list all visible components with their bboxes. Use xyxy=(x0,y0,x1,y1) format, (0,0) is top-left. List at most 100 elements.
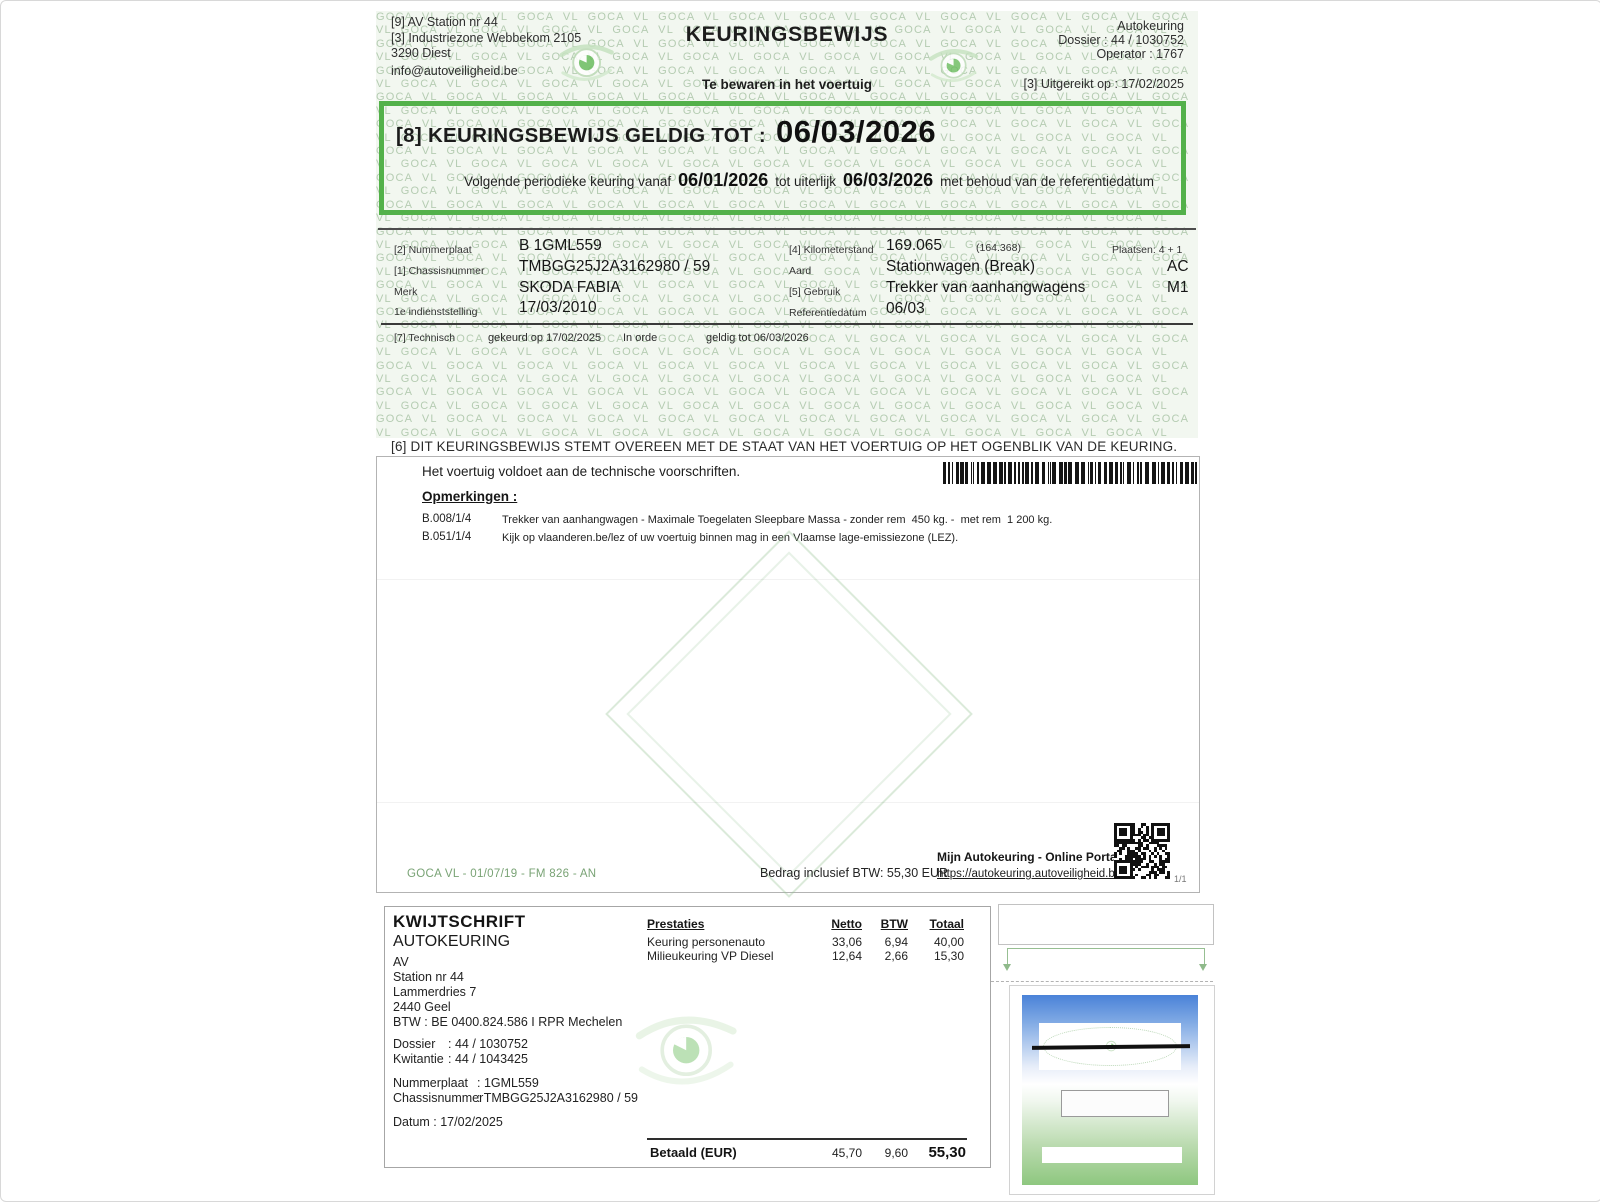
odometer-label: [4] Kilometerstand xyxy=(789,244,874,256)
receipt-number-value: : 44 / 1043425 xyxy=(448,1052,528,1066)
goca-watermark: GOCA VL GOCA VL GOCA VL GOCA VL GOCA VL … xyxy=(376,11,1189,438)
form-code: GOCA VL - 01/07/19 - FM 826 - AN xyxy=(407,868,597,880)
divider xyxy=(378,228,1196,230)
next-inspection-line: Volgende periodieke keuring vanaf 06/01/… xyxy=(464,170,1154,191)
cut-line xyxy=(991,981,1213,982)
divider xyxy=(381,323,1193,325)
refdate-label: Referentiedatum xyxy=(789,307,867,319)
table-total-divider xyxy=(647,1138,967,1140)
keep-in-vehicle-note: Te bewaren in het voertuig xyxy=(701,77,873,92)
table-row-service: Milieukeuring VP Diesel xyxy=(647,949,774,963)
technical-label: [7] Technisch xyxy=(394,332,456,344)
table-header-netto: Netto xyxy=(831,917,862,931)
receipt-plate-value: : 1GML559 xyxy=(477,1076,539,1090)
receipt-address-line: 2440 Geel xyxy=(393,1000,451,1014)
seats-value: Plaatsen: 4 + 1 xyxy=(1112,244,1183,256)
certificate-statement: [6] DIT KEURINGSBEWIJS STEMT OVEREEN MET… xyxy=(391,439,1178,454)
receipt-dossier-label: Dossier xyxy=(393,1037,436,1051)
station-address: [9] AV Station nr 44 [3] Industriezone W… xyxy=(391,15,581,80)
receipt-dossier-value: : 44 / 1030752 xyxy=(448,1037,528,1051)
validity-box: [8] KEURINGSBEWIJS GELDIG TOT : 06/03/20… xyxy=(379,101,1186,215)
receipt-chassis-label: Chassisnummer xyxy=(393,1091,484,1105)
paid-label: Betaald (EUR) xyxy=(650,1145,737,1160)
table-row-total: 40,00 xyxy=(933,935,964,949)
down-arrow-icon xyxy=(1199,964,1207,971)
receipt-vat-line: BTW : BE 0400.824.586 I RPR Mechelen xyxy=(393,1015,623,1029)
remarks-heading: Opmerkingen : xyxy=(422,489,518,504)
doc-type: Autokeuring xyxy=(1117,19,1184,33)
remarks-section: Het voertuig voldoet aan de technische v… xyxy=(376,456,1200,898)
paid-btw: 9,60 xyxy=(884,1146,908,1160)
next-inspection-until: 06/03/2026 xyxy=(843,170,934,190)
certificate-header: GOCA VL GOCA VL GOCA VL GOCA VL GOCA VL … xyxy=(376,11,1198,438)
kind-code: AC xyxy=(1167,258,1189,275)
first-use-label: 1e indienststelling xyxy=(394,306,478,318)
technical-valid: geldig tot 06/03/2026 xyxy=(706,332,809,344)
eye-logo-icon xyxy=(924,39,982,91)
table-header-service: Prestaties xyxy=(647,917,705,931)
portal-link[interactable]: https://autokeuring.autoveiligheid.be/ xyxy=(937,868,1125,880)
chassis-value: TMBGG25J2A3162980 / 59 xyxy=(519,258,711,275)
plate-value: B 1GML559 xyxy=(519,237,602,254)
next-inspection-prefix: Volgende periodieke keuring vanaf xyxy=(464,174,672,189)
technical-checked: gekeurd op 17/02/2025 xyxy=(488,332,602,344)
brand-label: Merk xyxy=(394,286,418,298)
next-inspection-mid: tot uiterlijk xyxy=(775,174,837,189)
document-title: KEURINGSBEWIJS xyxy=(685,23,889,46)
station-line: [3] Industriezone Webbekom 2105 xyxy=(391,30,582,45)
receipt-chassis-value: : TMBGG25J2A3162980 / 59 xyxy=(477,1091,638,1105)
operator-number: Operator : 1767 xyxy=(1096,47,1184,61)
table-row-netto: 12,64 xyxy=(831,949,862,963)
receipt-date: Datum : 17/02/2025 xyxy=(393,1115,503,1129)
compliance-statement: Het voertuig voldoet aan de technische v… xyxy=(422,464,741,479)
receipt-number-label: Kwitantie xyxy=(393,1052,444,1066)
chassis-label: [1] Chassisnummer xyxy=(394,265,485,277)
sticker-field-box xyxy=(1061,1090,1169,1117)
receipt-address-line: Lammerdries 7 xyxy=(393,985,477,999)
kind-value: Stationwagen (Break) xyxy=(886,258,1036,275)
down-arrow-icon xyxy=(1003,964,1011,971)
receipt-subtitle: AUTOKEURING xyxy=(393,933,511,950)
table-header-total: Totaal xyxy=(929,917,964,931)
barcode xyxy=(943,462,1197,484)
valid-until-line: [8] KEURINGSBEWIJS GELDIG TOT : 06/03/20… xyxy=(396,114,936,150)
next-inspection-from: 06/01/2026 xyxy=(678,170,769,190)
remark-code: B.051/1/4 xyxy=(422,531,472,543)
odometer-value: 169.065 xyxy=(886,237,943,254)
eye-logo-icon xyxy=(625,995,745,1103)
dossier-block: Autokeuring Dossier : 44 / 1030752 Opera… xyxy=(1058,19,1184,61)
technical-status: In orde xyxy=(623,332,658,344)
sticker-card xyxy=(1022,995,1198,1185)
portal-title: Mijn Autokeuring - Online Portaal xyxy=(937,850,1127,864)
remark-code: B.008/1/4 xyxy=(422,513,472,525)
brand-value: SKODA FABIA xyxy=(519,279,621,296)
remark-text: Kijk op vlaanderen.be/lez of uw voertuig… xyxy=(502,532,959,544)
receipt-address-line: Station nr 44 xyxy=(393,970,464,984)
table-header-btw: BTW xyxy=(880,917,908,931)
dossier-number: Dossier : 44 / 1030752 xyxy=(1058,33,1184,47)
fold-crease xyxy=(377,579,1199,580)
issued-date: [3] Uitgereikt op : 17/02/2025 xyxy=(1023,77,1184,91)
page-number: 1/1 xyxy=(1174,874,1187,884)
plate-label: [2] Nummerplaat xyxy=(394,244,472,256)
table-row-btw: 2,66 xyxy=(884,949,908,963)
kind-label: Aard xyxy=(789,265,812,277)
station-line: 3290 Diest xyxy=(391,46,451,60)
sticker-white-bar xyxy=(1042,1147,1182,1163)
receipt-section: KWIJTSCHRIFT AUTOKEURING AV Station nr 4… xyxy=(384,906,991,1168)
table-row-btw: 6,94 xyxy=(884,935,908,949)
receipt-title: KWIJTSCHRIFT xyxy=(393,912,526,931)
diamond-watermark xyxy=(626,551,952,877)
valid-until-date: 06/03/2026 xyxy=(775,114,937,149)
valid-until-label: [8] KEURINGSBEWIJS GELDIG TOT : xyxy=(396,124,766,147)
odometer-alt-value: (164.368) xyxy=(976,242,1021,254)
next-inspection-suffix: met behoud van de referentiedatum xyxy=(940,174,1155,189)
table-row-total: 15,30 xyxy=(933,949,964,963)
use-label: [5] Gebruik xyxy=(789,286,841,298)
sticker-cut-box xyxy=(998,904,1214,945)
table-row-service: Keuring personenauto xyxy=(647,935,766,949)
eye-logo-icon xyxy=(554,33,618,91)
windshield-sticker xyxy=(1009,985,1215,1195)
table-row-netto: 33,06 xyxy=(831,935,862,949)
first-use-value: 17/03/2010 xyxy=(519,299,597,316)
